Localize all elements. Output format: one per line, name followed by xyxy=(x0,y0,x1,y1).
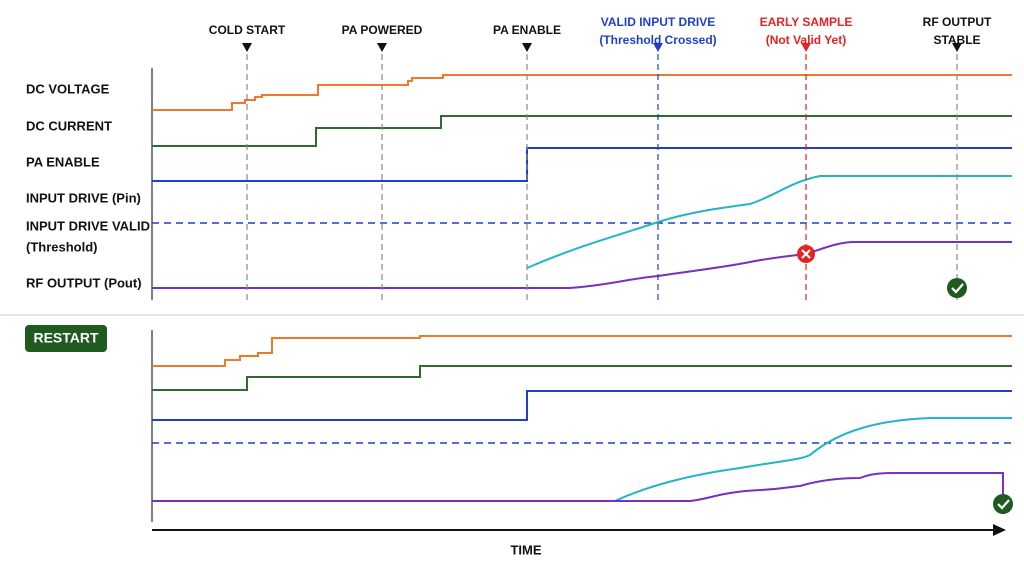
marker-label: STABLE xyxy=(933,33,980,47)
pa-enable-wave xyxy=(152,390,1012,421)
rf-output-wave xyxy=(152,241,1012,289)
marker-label: EARLY SAMPLE xyxy=(760,15,853,29)
axis-label: TIME xyxy=(510,542,541,557)
restart-label: RESTART xyxy=(33,330,99,346)
marker-label: PA ENABLE xyxy=(493,23,561,37)
ok-icon xyxy=(993,494,1013,514)
signal-label: INPUT DRIVE (Pin) xyxy=(26,190,141,205)
fail-icon-cross xyxy=(801,249,811,259)
marker-arrow xyxy=(952,43,962,52)
marker-arrow xyxy=(377,43,387,52)
rf-output-wave xyxy=(152,472,1004,502)
dc-voltage-wave xyxy=(152,335,1012,367)
time-arrow xyxy=(993,524,1006,536)
ok-icon-check xyxy=(997,499,1010,510)
ok-icon-check xyxy=(951,283,964,294)
marker-label: (Threshold Crossed) xyxy=(599,33,716,47)
marker-label: (Not Valid Yet) xyxy=(766,33,846,47)
marker-label: COLD START xyxy=(209,23,286,37)
dc-current-wave xyxy=(152,115,1012,147)
marker-arrow xyxy=(801,43,811,52)
dc-current-wave xyxy=(152,365,1012,391)
marker-label: RF OUTPUT xyxy=(923,15,992,29)
signal-label: DC VOLTAGE xyxy=(26,81,110,96)
signal-label: RF OUTPUT (Pout) xyxy=(26,275,142,290)
signal-label: DC CURRENT xyxy=(26,118,112,133)
signal-label: PA ENABLE xyxy=(26,154,100,169)
signal-label: INPUT DRIVE VALID xyxy=(26,218,150,233)
dc-voltage-wave xyxy=(152,74,1012,111)
signal-label: (Threshold) xyxy=(26,239,98,254)
input-drive-wave xyxy=(614,417,1012,502)
marker-label: PA POWERED xyxy=(342,23,423,37)
markers: COLD START PA POWERED PA ENABLE VALID INPUT… xyxy=(209,15,992,300)
marker-arrow xyxy=(653,43,663,52)
signal-labels: DC VOLTAGE DC CURRENT PA ENABLE INPUT DRIVE… xyxy=(26,81,150,290)
restart-badge xyxy=(25,325,107,352)
marker-arrow xyxy=(522,43,532,52)
marker-arrow xyxy=(242,43,252,52)
marker-label: VALID INPUT DRIVE xyxy=(601,15,715,29)
input-drive-wave xyxy=(526,175,1012,269)
ok-icon xyxy=(947,278,967,298)
